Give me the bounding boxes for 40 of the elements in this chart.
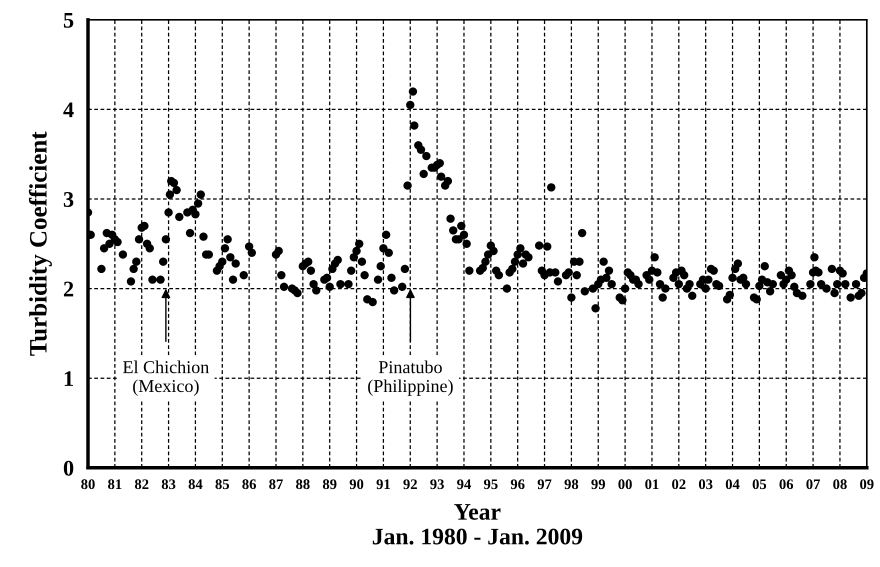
y-tick-label: 0 <box>64 460 74 476</box>
x-tick-label: 85 <box>215 479 230 490</box>
x-tick-label: 86 <box>242 479 256 490</box>
x-tick-label: 92 <box>403 479 417 490</box>
x-axis-title: Year Jan. 1980 - Jan. 2009 <box>372 504 582 545</box>
x-tick-label: 02 <box>672 479 686 490</box>
x-tick-label: 89 <box>322 479 336 490</box>
x-tick-label: 90 <box>350 479 364 490</box>
y-tick-label: 5 <box>64 13 74 28</box>
x-tick-label: 93 <box>430 479 444 490</box>
y-tick-label: 3 <box>64 192 74 207</box>
annotation: Pinatubo (Philippine) <box>368 360 453 396</box>
x-tick-label: 87 <box>269 479 283 490</box>
x-tick-label: 04 <box>726 479 740 490</box>
x-tick-label: 88 <box>296 479 310 490</box>
x-tick-label: 80 <box>81 479 95 490</box>
x-tick-label: 95 <box>484 479 498 490</box>
y-axis-title: Turbidity Coefficient <box>28 132 52 356</box>
x-tick-label: 94 <box>457 479 471 490</box>
x-tick-label: 01 <box>645 479 658 490</box>
x-tick-label: 00 <box>618 479 632 490</box>
annotation: El Chichion (Mexico) <box>123 360 209 396</box>
x-tick-label: 08 <box>833 479 847 490</box>
x-tick-label: 07 <box>806 479 820 490</box>
x-tick-label: 06 <box>780 479 794 490</box>
x-tick-label: 98 <box>564 479 578 490</box>
x-tick-label: 82 <box>134 479 148 490</box>
x-tick-label: 09 <box>860 479 874 490</box>
x-tick-label: 05 <box>752 479 766 490</box>
y-tick-label: 2 <box>64 282 74 296</box>
y-tick-label: 4 <box>63 102 74 118</box>
y-tick-label: 1 <box>64 371 73 386</box>
x-tick-label: 97 <box>538 479 552 490</box>
x-tick-label: 03 <box>698 479 712 490</box>
x-tick-label: 84 <box>188 479 202 490</box>
x-tick-label: 99 <box>591 479 606 490</box>
x-tick-label: 83 <box>162 479 176 490</box>
x-tick-label: 81 <box>108 479 122 490</box>
x-tick-label: 91 <box>376 479 390 490</box>
x-tick-label: 96 <box>510 479 525 490</box>
